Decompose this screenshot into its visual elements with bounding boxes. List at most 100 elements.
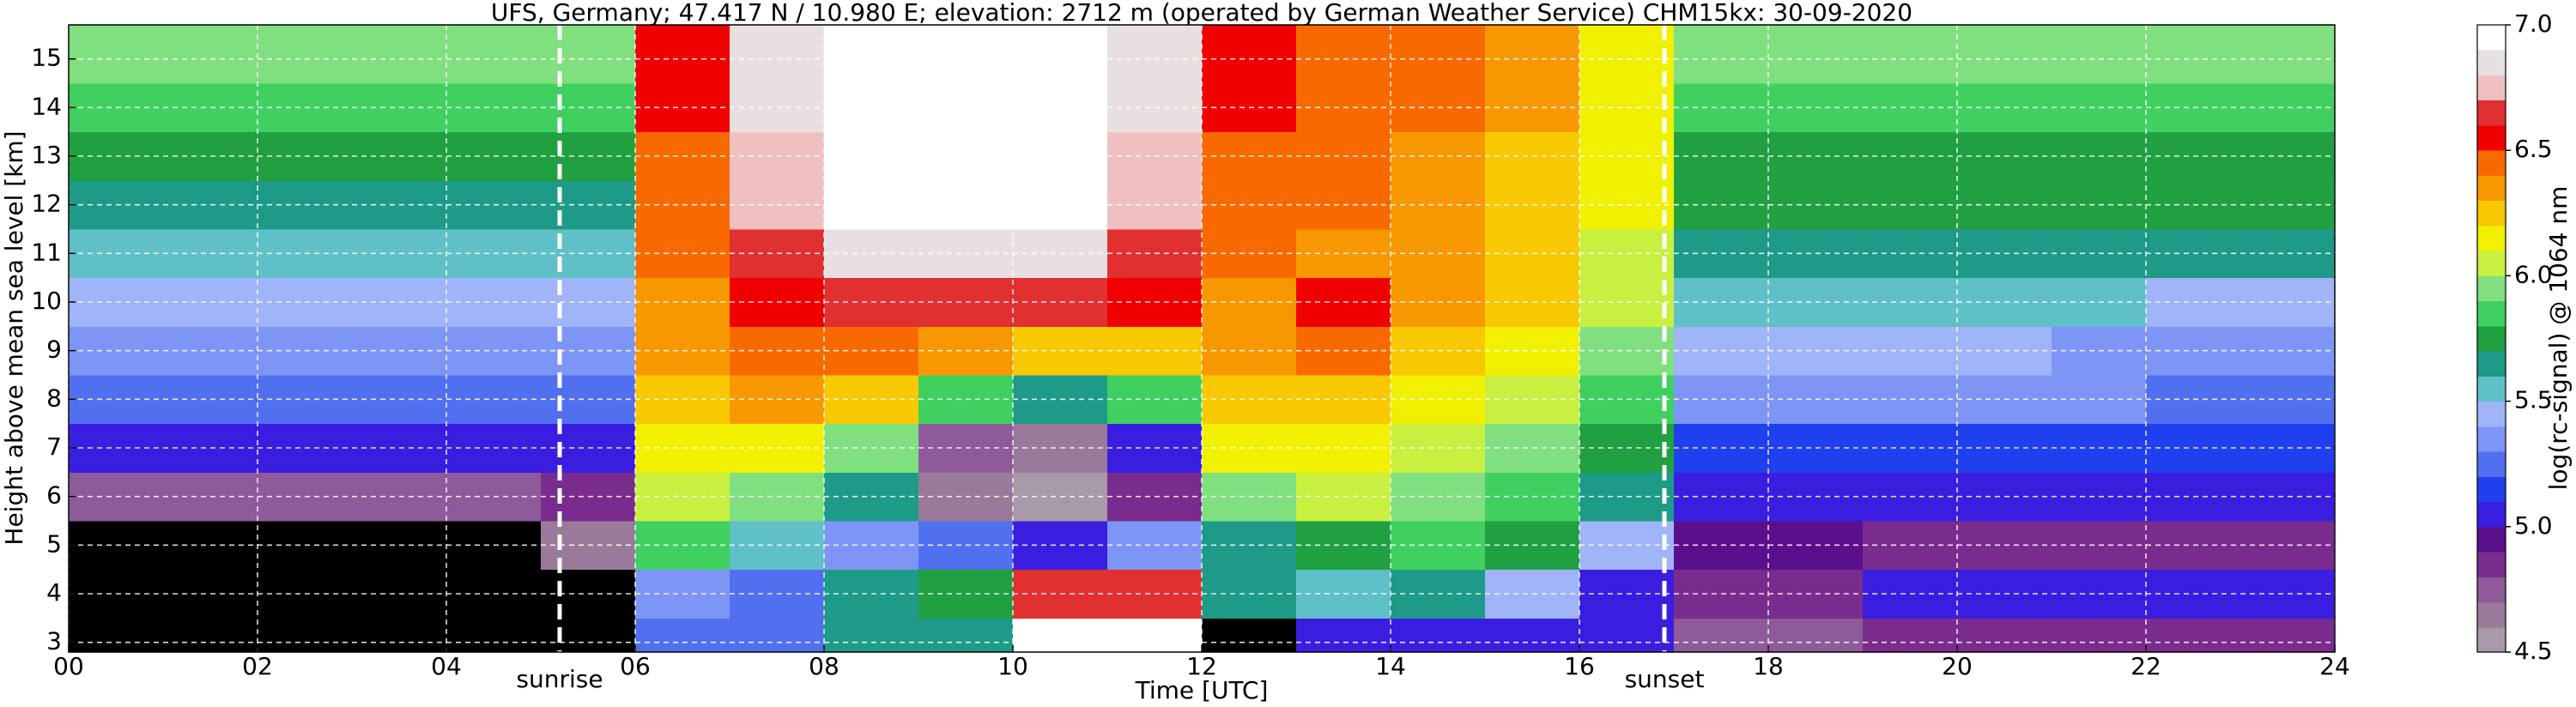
- heatmap-cell: [2052, 25, 2147, 84]
- heatmap-cell: [1579, 618, 1675, 653]
- x-tick-label: 00: [53, 652, 84, 680]
- heatmap-cell: [1768, 618, 1864, 653]
- colorbar-segment: [2477, 124, 2506, 151]
- y-tick-label: 12: [31, 190, 62, 218]
- colorbar-segment: [2477, 25, 2506, 51]
- heatmap-cell: [2240, 25, 2336, 84]
- heatmap-cell: [730, 618, 825, 653]
- heatmap-cell: [1202, 25, 1297, 84]
- heatmap-cell: [635, 25, 730, 84]
- colorbar-segment: [2477, 225, 2506, 251]
- heatmap-cell: [1107, 25, 1203, 84]
- heatmap-cell: [1296, 618, 1391, 653]
- colorbar-frame: [2476, 24, 2506, 653]
- colorbar-tick-label: 7.0: [2514, 9, 2553, 38]
- heatmap-cell: [1863, 618, 1958, 653]
- x-tick-label: 14: [1375, 652, 1406, 680]
- y-tick-label: 8: [46, 384, 62, 412]
- heatmap-cell: [258, 25, 353, 84]
- colorbar-segment: [2477, 100, 2506, 126]
- heatmap-cell: [163, 25, 258, 84]
- y-tick-label: 7: [46, 432, 62, 461]
- colorbar-segment: [2477, 626, 2506, 653]
- y-axis-label: Height above mean sea level [km]: [0, 130, 28, 545]
- colorbar-label: log(rc-signal) @ 1064 nm: [2544, 186, 2573, 491]
- colorbar-segment: [2477, 75, 2506, 101]
- heatmap-cell: [69, 25, 164, 84]
- x-tick-label: 20: [1942, 652, 1973, 680]
- heatmap-cell: [635, 618, 730, 653]
- heatmap-cell: [1296, 25, 1391, 84]
- heatmap-cell: [258, 618, 353, 653]
- colorbar-segment: [2477, 601, 2506, 628]
- y-tick-label: 5: [46, 529, 62, 558]
- heatmap-cell: [824, 25, 919, 84]
- heatmap-cell: [1013, 25, 1108, 84]
- heatmap-cell: [1391, 618, 1486, 653]
- y-tick-label: 6: [46, 481, 62, 510]
- heatmap-cell: [918, 618, 1014, 653]
- heatmap-cell: [541, 25, 636, 84]
- x-tick-label: 04: [431, 652, 462, 680]
- colorbar-segment: [2477, 200, 2506, 227]
- heatmap-cell: [1202, 618, 1297, 653]
- heatmap-cell: [1674, 25, 1769, 84]
- heatmap-cell: [1391, 25, 1486, 84]
- y-tick-label: 11: [31, 238, 62, 266]
- heatmap-cell: [352, 25, 447, 84]
- x-axis-label: Time [UTC]: [1135, 676, 1269, 704]
- heatmap-cell: [2240, 618, 2336, 653]
- colorbar-segment: [2477, 275, 2506, 302]
- colorbar-segment: [2477, 526, 2506, 553]
- colorbar-segment: [2477, 50, 2506, 76]
- colorbar-segment: [2477, 150, 2506, 176]
- colorbar-segment: [2477, 577, 2506, 603]
- y-tick-label: 15: [31, 44, 62, 72]
- x-tick-label: 16: [1564, 652, 1595, 680]
- heatmap-cell: [1674, 618, 1769, 653]
- colorbar-segment: [2477, 476, 2506, 503]
- x-tick-label: 12: [1186, 652, 1217, 680]
- heatmap-cell: [163, 618, 258, 653]
- heatmap-cell: [2146, 618, 2241, 653]
- heatmap-cell: [541, 618, 636, 653]
- colorbar-tick-label: 5.5: [2514, 386, 2553, 414]
- heatmap-cell: [446, 618, 542, 653]
- x-tick-label: 06: [620, 652, 651, 680]
- colorbar-tick-label: 6.0: [2514, 260, 2553, 288]
- colorbar-segment: [2477, 376, 2506, 402]
- heatmap-cell: [1957, 25, 2052, 84]
- colorbar-segment: [2477, 451, 2506, 477]
- x-tick-label: 08: [809, 652, 839, 680]
- heatmap-cell: [1013, 618, 1108, 653]
- heatmap-cell: [2052, 618, 2147, 653]
- heatmap-cell: [1768, 25, 1864, 84]
- plot-frame: [68, 24, 2336, 653]
- heatmap-cell: [1485, 25, 1580, 84]
- heatmap-cell: [1579, 25, 1675, 84]
- x-tick-label: 10: [997, 652, 1028, 680]
- x-tick-label: 18: [1753, 652, 1784, 680]
- colorbar-segment: [2477, 351, 2506, 377]
- y-tick-label: 9: [46, 335, 62, 364]
- heatmap-cell: [1485, 618, 1580, 653]
- y-tick-label: 10: [31, 287, 62, 315]
- x-tick-label: 02: [242, 652, 273, 680]
- annotation-label: sunrise: [516, 665, 603, 693]
- x-tick-label: 22: [2131, 652, 2161, 680]
- heatmap-cell: [1863, 25, 1958, 84]
- heatmap-cell: [1107, 618, 1203, 653]
- heatmap-cell: [1957, 618, 2052, 653]
- y-tick-label: 13: [31, 141, 62, 169]
- colorbar-segment: [2477, 325, 2506, 352]
- y-tick-label: 4: [46, 578, 62, 607]
- chart-title: UFS, Germany; 47.417 N / 10.980 E; eleva…: [491, 0, 1912, 27]
- annotation-label: sunset: [1625, 665, 1705, 693]
- heatmap-cell: [446, 25, 542, 84]
- colorbar-segment: [2477, 401, 2506, 427]
- heatmap-cell: [730, 25, 825, 84]
- colorbar-segment: [2477, 251, 2506, 276]
- heatmap-cell: [2146, 25, 2241, 84]
- colorbar-tick-label: 5.0: [2514, 511, 2553, 540]
